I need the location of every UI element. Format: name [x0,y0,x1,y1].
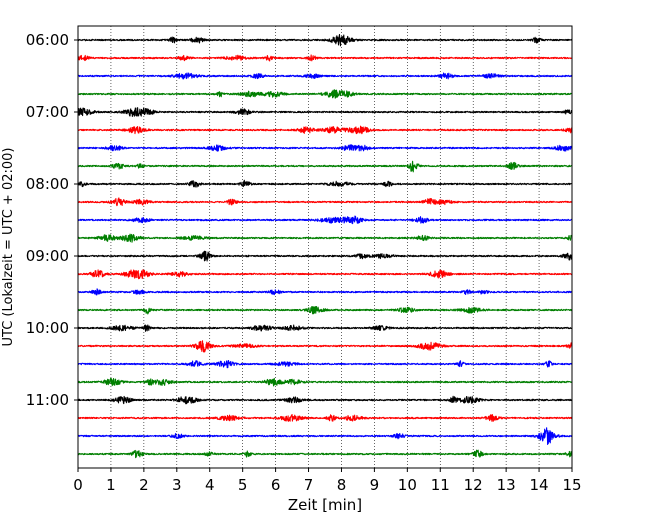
x-tick-label: 3 [172,476,182,494]
trace-line [77,413,573,422]
x-tick-label: 0 [73,476,83,494]
trace-line [77,215,573,225]
trace-line [77,288,573,296]
trace-line [77,305,573,315]
trace-line [77,250,573,262]
x-axis-label: Zeit [min] [288,496,362,514]
y-tick-label: 09:00 [26,247,69,265]
y-tick-label: 10:00 [26,319,69,337]
y-axis-label: UTC (Lokalzeit = UTC + 02:00) [1,148,16,347]
trace-line [77,125,573,135]
x-tick-label: 7 [304,476,314,494]
y-tick-layer: 06:00 07:00 08:00 09:00 10:00 11:00 [26,31,78,409]
trace-line [77,449,573,459]
trace-line [77,359,573,369]
x-tick-label: 10 [398,476,417,494]
x-tick-label: 6 [271,476,281,494]
trace-line [77,54,573,62]
y-tick-label: 06:00 [26,31,69,49]
trace-line [77,179,573,188]
trace-line [77,144,573,152]
trace-line [77,395,573,405]
trace-line [77,160,573,173]
x-tick-label: 12 [464,476,483,494]
y-tick-label: 11:00 [26,391,69,409]
axes-frame [77,25,573,469]
x-tick-label: 11 [431,476,450,494]
y-tick-label: 08:00 [26,175,69,193]
trace-line [77,377,573,387]
x-tick-label: 5 [238,476,248,494]
x-tick-label: 4 [205,476,215,494]
x-tick-label: 8 [337,476,347,494]
trace-line [77,324,573,332]
x-tick-label: 13 [497,476,516,494]
trace-line [77,72,573,80]
trace-line [77,233,573,243]
x-tick-label: 2 [139,476,149,494]
trace-line [77,107,573,117]
x-tick-layer: 0 1 2 3 4 5 6 7 8 9 10 11 12 13 14 15 [73,468,582,494]
x-tick-label: 15 [562,476,581,494]
trace-line [77,89,573,99]
trace-line [77,269,573,280]
y-tick-label: 07:00 [26,103,69,121]
trace-line [77,340,573,353]
x-tick-label: 14 [530,476,549,494]
x-tick-label: 9 [370,476,380,494]
trace-line [77,427,573,446]
trace-line [77,197,573,207]
x-tick-label: 1 [106,476,116,494]
trace-line [77,33,573,47]
trace-layer [77,33,573,459]
